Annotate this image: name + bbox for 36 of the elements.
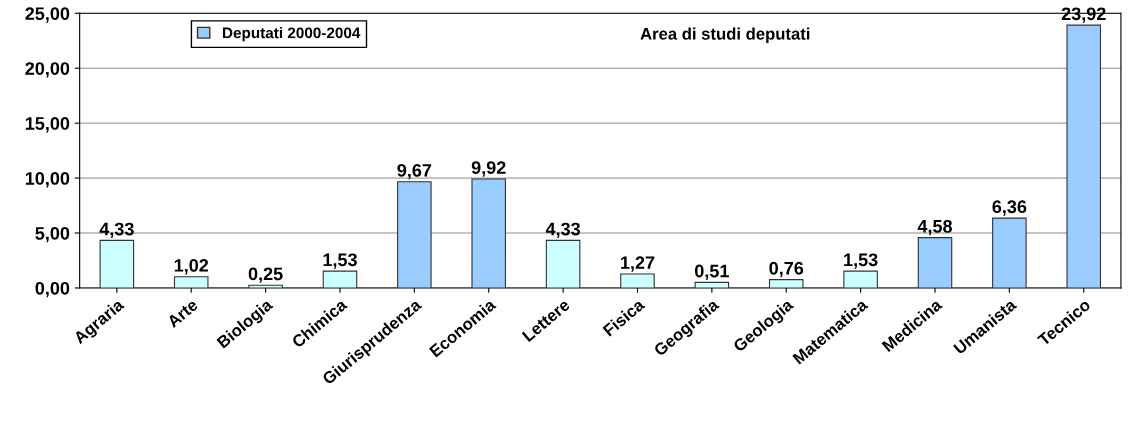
- bar: [99, 239, 135, 288]
- data-label: 1,53: [844, 253, 878, 269]
- x-tick-label: Arte: [166, 298, 199, 329]
- data-label: 1,27: [621, 256, 655, 272]
- data-label: 1,53: [323, 253, 357, 269]
- data-label: 9,92: [471, 161, 506, 177]
- data-label: 1,02: [174, 259, 209, 275]
- bar: [620, 273, 655, 288]
- bar: [545, 239, 581, 288]
- data-label: 9,67: [397, 163, 432, 180]
- data-label: 4,33: [99, 222, 134, 239]
- y-tick-label: 10,00: [25, 172, 70, 188]
- bar: [843, 270, 878, 288]
- y-tick-label: 5,00: [35, 226, 70, 243]
- legend-label: Deputati 2000-2004: [223, 27, 361, 42]
- data-label: 4,33: [545, 222, 581, 239]
- data-label: 4,58: [917, 219, 953, 236]
- bar: [322, 270, 358, 288]
- bar: [248, 284, 283, 288]
- bar: [1066, 24, 1102, 288]
- y-tick-label: 20,00: [25, 62, 70, 78]
- bar: [397, 181, 432, 288]
- data-label: 6,36: [992, 200, 1027, 216]
- data-label: 0,76: [769, 261, 804, 278]
- y-tick-label: 0,00: [35, 281, 70, 298]
- bar: [694, 281, 730, 288]
- bar: [173, 276, 209, 288]
- bar: [992, 217, 1027, 288]
- data-label: 0,51: [695, 264, 729, 281]
- text: Area di studi deputati: [640, 27, 810, 44]
- data-label: 0,25: [248, 267, 283, 283]
- y-tick-label: 25,00: [25, 7, 70, 23]
- bar: [471, 178, 507, 288]
- bar: [768, 279, 804, 288]
- bar: [917, 237, 953, 288]
- y-tick-label: 15,00: [25, 117, 70, 133]
